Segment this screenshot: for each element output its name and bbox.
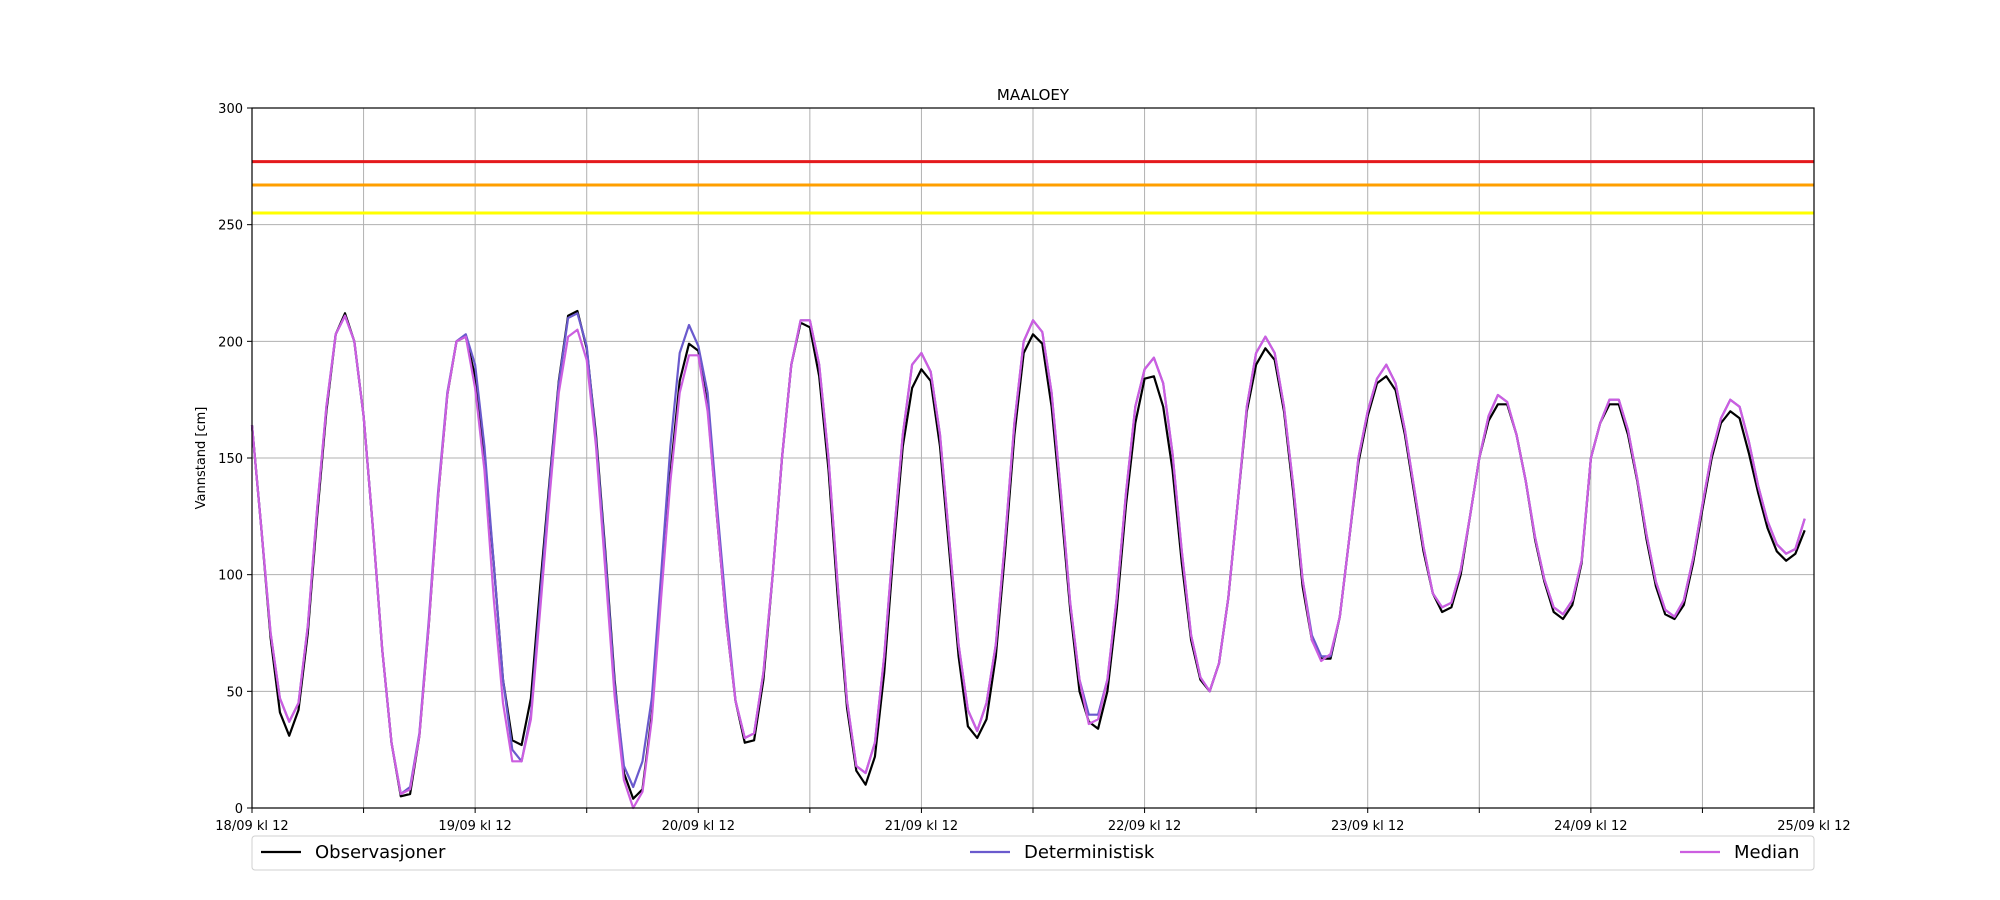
y-tick-label: 100 [218, 569, 243, 584]
x-tick-label: 18/09 kl 12 [215, 819, 288, 834]
legend-label: Median [1734, 842, 1799, 863]
y-tick-label: 300 [218, 102, 243, 117]
legend-label: Observasjoner [315, 842, 446, 863]
legend: Observasjoner Deterministisk Median [251, 835, 1815, 871]
x-tick-label: 23/09 kl 12 [1331, 819, 1404, 834]
x-axis: 18/09 kl 12 19/09 kl 12 20/09 kl 12 21/09 k… [215, 808, 1851, 834]
y-tick-label: 50 [226, 685, 243, 700]
y-tick-label: 150 [218, 452, 243, 467]
x-tick-label: 25/09 kl 12 [1777, 819, 1850, 834]
x-tick-label: 20/09 kl 12 [662, 819, 735, 834]
x-tick-label: 19/09 kl 12 [438, 819, 511, 834]
y-tick-label: 200 [218, 335, 243, 350]
series-group [250, 309, 1806, 810]
y-axis-label: Vannstand [cm] [194, 407, 209, 510]
y-tick-label: 250 [218, 219, 243, 234]
threshold-lines [252, 160, 1814, 215]
y-tick-label: 0 [235, 802, 243, 817]
legend-box [251, 835, 1815, 871]
x-tick-label: 24/09 kl 12 [1554, 819, 1627, 834]
legend-label: Deterministisk [1024, 842, 1155, 863]
x-tick-label: 21/09 kl 12 [885, 819, 958, 834]
series-line-deterministisk [250, 312, 1806, 796]
chart-title: MAALOEY [997, 86, 1070, 104]
series-line-median [250, 314, 1806, 810]
series-line-observasjoner [250, 309, 1806, 800]
y-axis: 0 50 100 150 200 250 300 [218, 102, 252, 817]
x-tick-label: 22/09 kl 12 [1108, 819, 1181, 834]
